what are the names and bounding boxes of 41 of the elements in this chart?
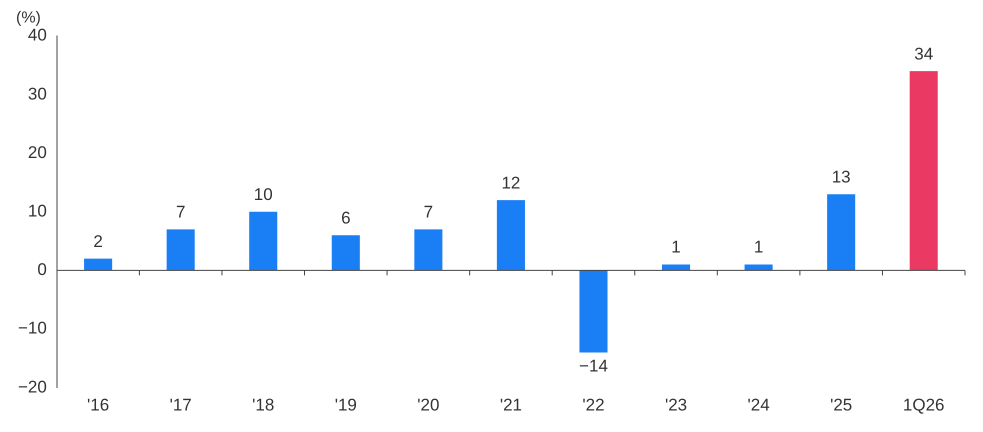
y-tick-label: 30 — [28, 84, 47, 104]
data-label: 7 — [424, 202, 434, 222]
x-tick-label: '17 — [170, 395, 192, 414]
x-tick-label: '23 — [664, 395, 688, 414]
x-tick-label: '25 — [830, 395, 852, 414]
bar — [84, 258, 112, 270]
data-label: 1 — [671, 238, 681, 257]
x-tick-label: '22 — [582, 395, 605, 414]
bar — [579, 270, 608, 352]
data-label: 34 — [914, 44, 934, 64]
data-label: 1 — [754, 238, 764, 257]
x-tick-label: 1Q26 — [902, 395, 945, 414]
bar — [496, 200, 525, 270]
y-tick-label: 0 — [37, 260, 47, 280]
bar — [827, 194, 856, 270]
y-tick-label: 20 — [28, 142, 47, 162]
x-tick-label: '16 — [87, 395, 110, 414]
y-axis-title: (%) — [16, 9, 41, 26]
y-tick-label: −20 — [18, 377, 47, 396]
bar — [662, 264, 690, 270]
data-label: 10 — [254, 184, 273, 204]
data-label: 13 — [832, 167, 851, 186]
data-label: 2 — [93, 232, 103, 251]
bar — [414, 229, 442, 270]
bar — [744, 264, 773, 270]
data-label: 7 — [176, 202, 186, 222]
data-label: −14 — [579, 356, 608, 376]
x-tick-label: '20 — [417, 395, 440, 414]
x-tick-label: '18 — [252, 395, 274, 414]
y-tick-label: −10 — [18, 318, 47, 338]
bar — [910, 71, 938, 270]
x-tick-label: '21 — [500, 395, 522, 414]
data-label: 6 — [341, 208, 351, 228]
y-tick-label: 10 — [28, 201, 47, 220]
y-tick-label: 40 — [28, 26, 47, 45]
bar — [166, 229, 195, 270]
data-label: 12 — [501, 173, 520, 192]
bar — [249, 212, 278, 270]
bar — [332, 235, 360, 270]
x-tick-label: '19 — [334, 395, 357, 414]
x-tick-label: '24 — [748, 395, 770, 414]
